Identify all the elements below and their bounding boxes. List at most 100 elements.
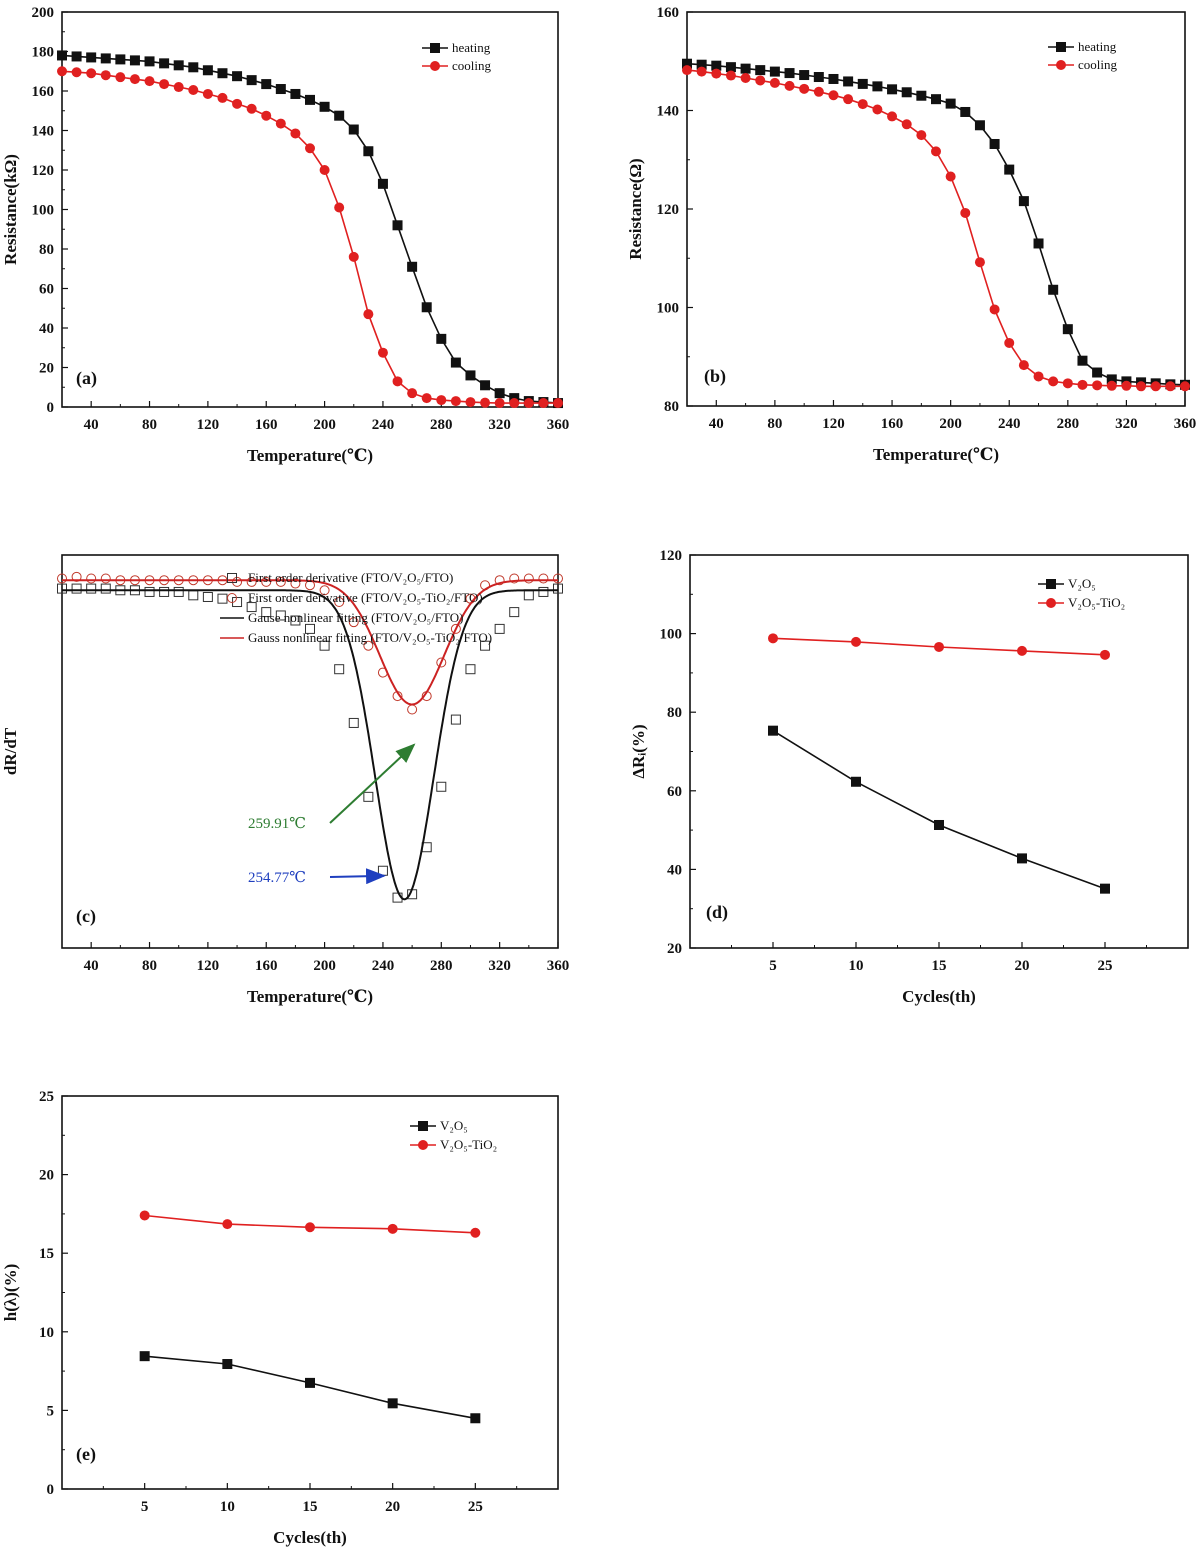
x-axis-title: Cycles(th)	[273, 1528, 347, 1547]
y-tick-label: 15	[39, 1246, 54, 1262]
legend-point	[430, 43, 440, 53]
series-1-point	[725, 62, 736, 73]
series-1-point	[480, 640, 491, 651]
x-tick-label: 25	[468, 1499, 483, 1515]
series-1-point	[755, 65, 766, 76]
y-tick-label: 120	[660, 548, 683, 564]
series-1-point	[363, 791, 374, 802]
series-1-point	[768, 725, 778, 736]
series-2-point	[334, 202, 345, 213]
legend-entry-1: V₂O₅	[1038, 576, 1096, 591]
series-1-point	[682, 58, 692, 69]
series-1-point	[480, 380, 491, 391]
y-tick-label: 25	[39, 1089, 54, 1105]
y-tick-label: 80	[664, 399, 679, 415]
series-2-point	[86, 68, 97, 79]
series-1-point	[407, 261, 418, 272]
series-1-point	[261, 607, 272, 618]
x-tick-label: 200	[939, 416, 962, 432]
series-1-point	[377, 178, 388, 189]
series-1-point	[1106, 374, 1117, 385]
series-1-point	[931, 94, 941, 105]
series-2-point	[934, 641, 944, 652]
series-1-point	[261, 79, 272, 90]
series-1-point	[784, 68, 795, 79]
x-tick-label: 120	[822, 416, 845, 432]
series-2-point	[407, 704, 418, 715]
series-2-point	[232, 98, 243, 109]
series-2-point	[275, 576, 286, 587]
series-2-point	[1121, 380, 1132, 391]
series-2-point	[465, 397, 476, 408]
x-tick-label: 360	[547, 958, 570, 974]
chart-panel-1: 40 80 120 160 200 240 280 320 360 0 20 40 60 80 100 120…	[1, 5, 569, 465]
x-tick-label: 240	[998, 416, 1021, 432]
series-2-point	[974, 257, 985, 268]
series-1-point	[494, 623, 505, 634]
series-1-point	[115, 54, 126, 65]
x-tick-label: 10	[849, 958, 864, 974]
legend-point	[418, 1121, 428, 1131]
series-1-point	[348, 124, 359, 135]
x-axis-title: Temperature(℃)	[873, 445, 999, 464]
series-1-point	[989, 138, 1000, 149]
series-1-point	[71, 583, 82, 594]
series-2-point	[1165, 381, 1176, 392]
y-tick-label: 140	[32, 124, 55, 140]
series-1	[57, 50, 563, 409]
series-1-point	[222, 1359, 233, 1370]
y-tick-label: 200	[32, 5, 55, 21]
series-3-fit-line	[62, 589, 558, 901]
series-2-point	[916, 130, 927, 141]
series-2	[768, 633, 1110, 660]
series-2-point	[768, 633, 778, 644]
series-1-point	[129, 55, 140, 66]
series-1-point	[465, 664, 476, 675]
series-1-point	[86, 52, 97, 63]
series-2-point	[71, 571, 82, 582]
y-tick-label: 100	[657, 301, 680, 317]
series-2-line	[686, 69, 1185, 388]
series-1-point	[494, 388, 505, 399]
series-2-point	[989, 304, 1000, 315]
series-2-point	[188, 85, 199, 96]
x-tick-label: 240	[372, 958, 395, 974]
series-2-point	[363, 640, 374, 651]
series-1-point	[843, 76, 854, 87]
series-2-point	[363, 309, 374, 320]
series-2-point	[305, 143, 315, 154]
y-axis-title: dR/dT	[1, 727, 20, 775]
chart-panel-4: 5 10 15 20 25 20 40 60 80 100 120 Cycles(th) ΔRᵢ(%) V…	[629, 548, 1189, 1006]
y-axis-title: h(λ)(%)	[1, 1264, 20, 1321]
y-tick-label: 60	[39, 282, 54, 298]
series-2-point	[129, 74, 140, 85]
x-tick-label: 160	[255, 417, 278, 433]
legend-entry-2: cooling	[1048, 57, 1117, 72]
series-2-point	[696, 66, 707, 77]
series-1-point	[334, 110, 345, 121]
x-tick-label: 20	[1015, 958, 1030, 974]
legend-point	[1056, 60, 1066, 70]
x-tick-label: 360	[1174, 416, 1197, 432]
series-2-point	[100, 573, 111, 584]
series-1-point	[436, 333, 447, 344]
series-2-point	[115, 72, 126, 83]
x-tick-label: 280	[1057, 416, 1080, 432]
series-2-point	[290, 578, 301, 589]
chart-panel-2: 40 80 120 160 200 240 280 320 360 80 100 120 140 160 T…	[626, 5, 1196, 464]
series-2-point	[1150, 381, 1161, 392]
series-2-point	[334, 597, 345, 608]
y-tick-label: 20	[667, 941, 682, 957]
series-2-point	[436, 657, 447, 668]
series-2-point	[144, 76, 155, 87]
x-tick-label: 280	[430, 417, 453, 433]
series-2-point	[246, 576, 257, 587]
series-1-point	[1018, 196, 1029, 207]
series-1-point	[711, 60, 722, 71]
series-2-point	[261, 110, 272, 121]
series-4-fit-line	[62, 579, 558, 706]
series-1-point	[246, 75, 257, 86]
series-2-point	[960, 207, 971, 218]
legend-entry-2: V₂O₅-TiO₂	[410, 1137, 497, 1152]
series-2-point	[217, 92, 228, 103]
